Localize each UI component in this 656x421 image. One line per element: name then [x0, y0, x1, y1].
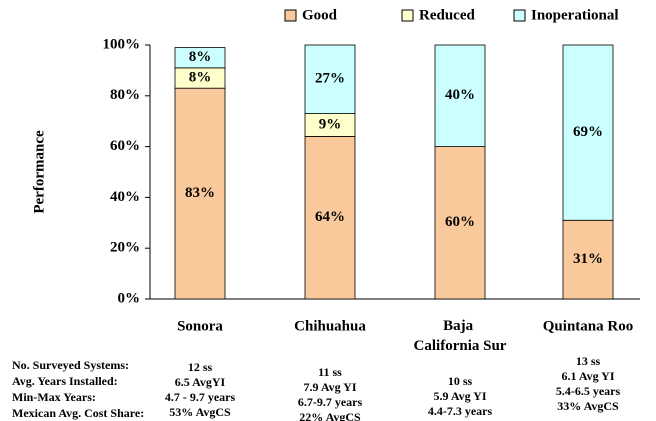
legend-label: Reduced [419, 7, 475, 23]
x-tick-label: Chihuahua [294, 318, 366, 334]
y-tick-label: 100% [103, 36, 141, 52]
table-cell: 65% AvgCS [429, 419, 491, 421]
bar-segment [562, 44, 614, 221]
x-tick-label: Sonora [177, 318, 223, 334]
data-label: 27% [315, 71, 345, 87]
table-cell: 10 ss [448, 374, 473, 388]
bar-segment [434, 146, 486, 300]
y-tick-label: 20% [110, 240, 140, 256]
row-label: Avg. Years Installed: [12, 374, 118, 388]
legend-label: Good [302, 7, 338, 23]
y-tick-label: 40% [110, 189, 140, 205]
bar-segment [562, 219, 614, 300]
table-cell: 6.1 Avg YI [561, 369, 614, 383]
data-label: 83% [185, 185, 215, 201]
table-cell: 4.7 - 9.7 years [165, 390, 236, 404]
y-axis-label: Performance [31, 130, 47, 214]
data-label: 31% [573, 251, 603, 267]
table-cell: 6.7-9.7 years [298, 395, 363, 409]
row-label: Mexican Avg. Cost Share: [12, 406, 144, 420]
legend-swatch [401, 9, 414, 22]
table-cell: 13 ss [576, 354, 601, 368]
data-label: 9% [319, 116, 342, 132]
table-cell: 53% AvgCS [169, 405, 231, 419]
legend-swatch [513, 9, 526, 22]
data-label: 60% [445, 214, 475, 230]
data-label: 8% [189, 49, 212, 65]
table-cell: 5.9 Avg YI [433, 389, 486, 403]
legend-label: Inoperational [531, 7, 619, 23]
y-tick-label: 0% [118, 290, 141, 306]
bar-segment [174, 87, 226, 300]
row-label: Min-Max Years: [12, 390, 96, 404]
data-label: 8% [189, 69, 212, 85]
table-cell: 22% AvgCS [299, 410, 361, 421]
data-label: 64% [315, 209, 345, 225]
table-cell: 7.9 Avg YI [303, 380, 356, 394]
table-cell: 6.5 AvgYI [175, 375, 226, 389]
table-cell: 33% AvgCS [557, 399, 619, 413]
row-label: No. Surveyed Systems: [12, 358, 129, 372]
bar-segment [174, 47, 226, 69]
legend-swatch [284, 9, 297, 22]
y-tick-label: 60% [110, 138, 140, 154]
y-tick-label: 80% [110, 87, 140, 103]
table-cell: 11 ss [318, 365, 342, 379]
table-cell: 5.4-6.5 years [556, 384, 621, 398]
bar-segment [434, 44, 486, 147]
table-cell: 4.4-7.3 years [428, 404, 493, 418]
table-cell: 12 ss [188, 360, 213, 374]
data-label: 69% [573, 124, 603, 140]
bar-segment [304, 44, 356, 114]
data-label: 40% [445, 87, 475, 103]
bar-segment [304, 136, 356, 300]
x-tick-label: Quintana Roo [543, 318, 633, 334]
x-tick-label: Baja California Sur [414, 318, 507, 354]
